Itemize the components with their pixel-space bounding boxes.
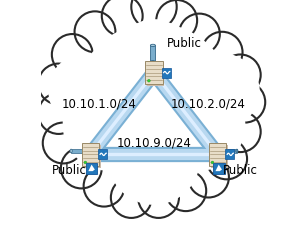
FancyBboxPatch shape (145, 61, 163, 84)
Bar (220, 149, 237, 153)
Bar (71, 149, 88, 153)
FancyBboxPatch shape (211, 145, 228, 168)
Ellipse shape (150, 44, 155, 47)
Text: Public: Public (52, 164, 87, 177)
Text: Public: Public (167, 37, 201, 50)
Text: 10.10.1.0/24: 10.10.1.0/24 (62, 98, 137, 111)
Circle shape (38, 64, 79, 104)
FancyBboxPatch shape (84, 145, 101, 168)
FancyBboxPatch shape (82, 143, 99, 166)
Circle shape (111, 177, 152, 218)
Circle shape (75, 11, 116, 52)
Circle shape (148, 79, 150, 82)
FancyBboxPatch shape (98, 149, 107, 159)
Circle shape (38, 93, 79, 134)
FancyBboxPatch shape (209, 143, 226, 166)
Circle shape (156, 0, 197, 41)
FancyBboxPatch shape (213, 163, 225, 174)
Circle shape (59, 75, 159, 175)
Circle shape (84, 161, 87, 164)
Ellipse shape (87, 149, 89, 153)
Text: 10.10.2.0/24: 10.10.2.0/24 (171, 98, 246, 111)
Circle shape (68, 16, 240, 188)
FancyBboxPatch shape (162, 68, 171, 78)
Circle shape (165, 170, 206, 211)
Circle shape (179, 14, 220, 54)
Circle shape (116, 19, 192, 94)
Text: Public: Public (223, 164, 258, 177)
Circle shape (220, 111, 261, 152)
Circle shape (52, 34, 93, 75)
Circle shape (102, 0, 143, 36)
Circle shape (206, 138, 247, 179)
Ellipse shape (219, 149, 221, 153)
Ellipse shape (70, 149, 72, 153)
Ellipse shape (150, 61, 155, 63)
FancyBboxPatch shape (86, 163, 97, 174)
Circle shape (43, 123, 84, 163)
Circle shape (211, 161, 214, 164)
Circle shape (84, 166, 124, 207)
Circle shape (184, 53, 260, 128)
FancyBboxPatch shape (225, 149, 234, 159)
Circle shape (75, 23, 233, 182)
Polygon shape (88, 165, 95, 171)
Circle shape (108, 113, 200, 205)
Text: 10.10.9.0/24: 10.10.9.0/24 (116, 136, 192, 150)
Circle shape (63, 79, 155, 171)
Circle shape (104, 109, 204, 209)
Polygon shape (215, 165, 222, 171)
Circle shape (113, 16, 195, 98)
Circle shape (188, 157, 229, 197)
Circle shape (48, 53, 124, 128)
Circle shape (153, 79, 245, 171)
FancyBboxPatch shape (147, 63, 164, 86)
Ellipse shape (236, 149, 238, 153)
Circle shape (220, 54, 261, 95)
Circle shape (149, 75, 249, 175)
Circle shape (61, 148, 102, 188)
Circle shape (202, 32, 242, 73)
Circle shape (224, 82, 265, 123)
Circle shape (131, 0, 177, 30)
Circle shape (181, 50, 263, 132)
Circle shape (45, 50, 127, 132)
Circle shape (138, 177, 179, 218)
Bar (150, 45, 155, 62)
